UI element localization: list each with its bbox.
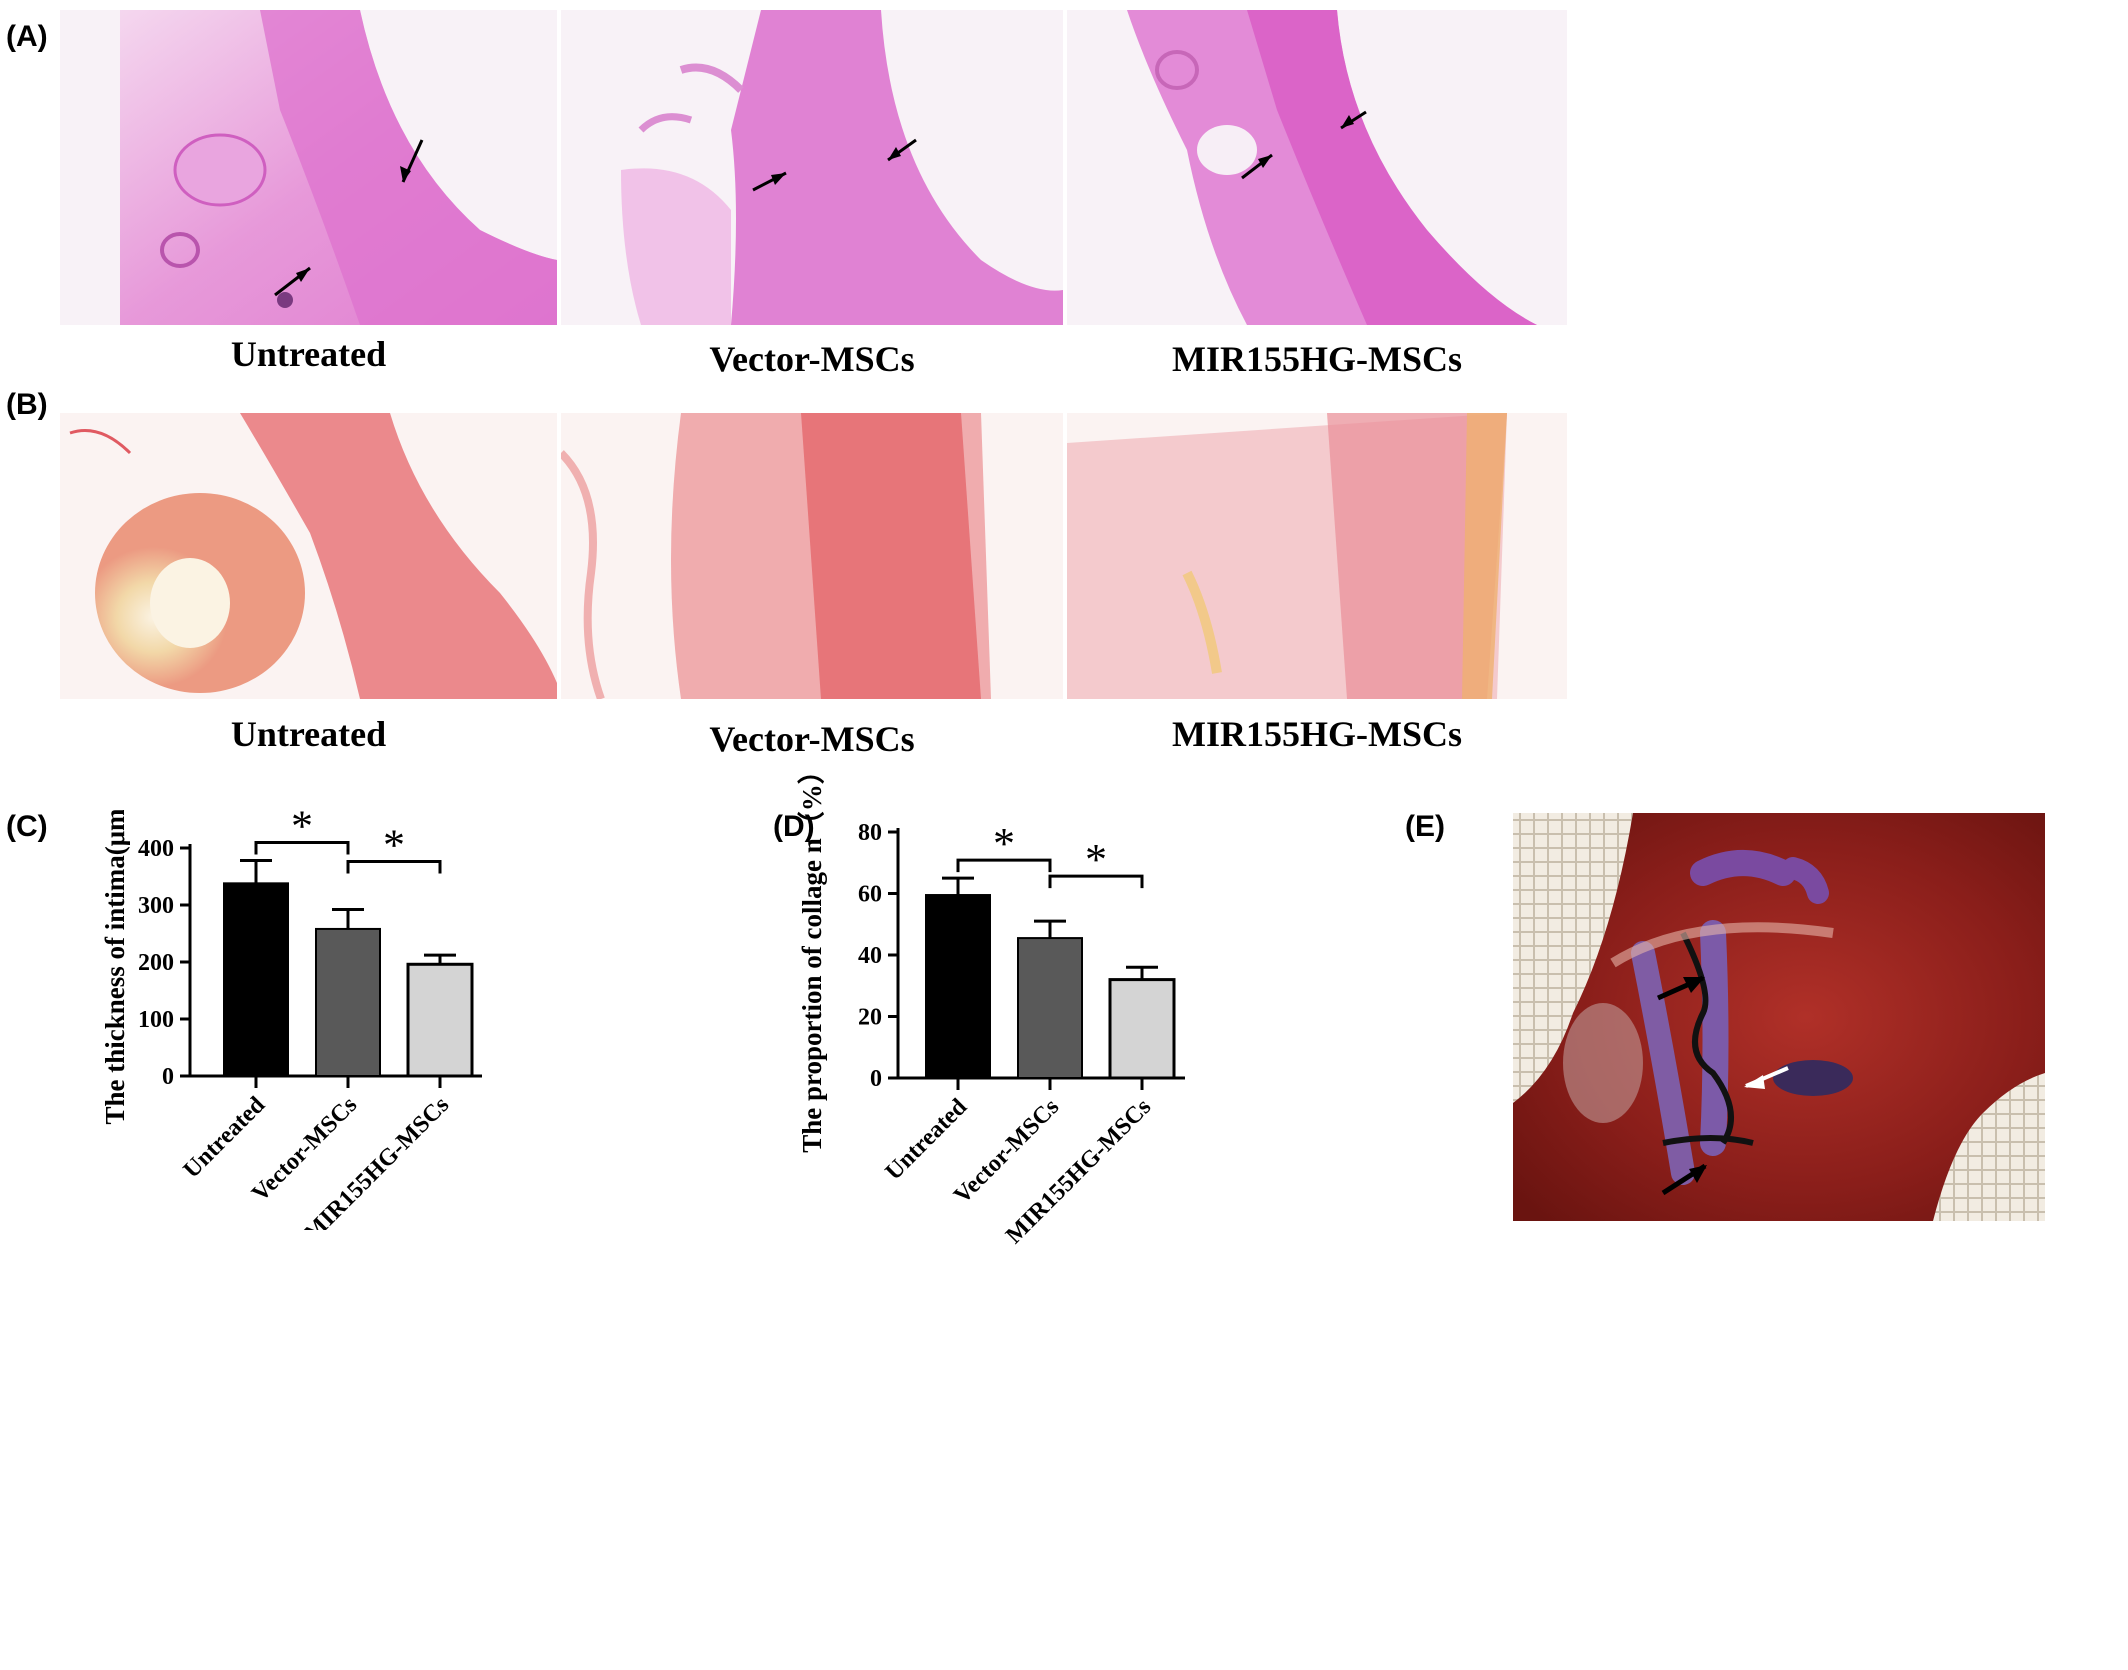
panel-label-a: (A) [6,20,48,53]
sirius-micrograph-vector-mscs [561,413,1063,699]
significance-star: * [993,819,1015,868]
bar-chart-collagen-proportion: 0 20 40 60 80 The proportion of collage n（%） U… [797,757,1185,1249]
y-tick-label: 400 [138,836,174,862]
caption-a-vector-mscs: Vector-MSCs [709,339,915,379]
significance-bracket [346,860,442,874]
bar-mir155hg-mscs [406,962,474,1078]
caption-b-mir155hg-mscs: MIR155HG-MSCs [1172,714,1462,754]
caption-b-untreated: Untreated [230,714,387,754]
y-tick-label: 60 [858,882,882,908]
bar-vector-mscs [315,927,381,1077]
y-axis-label: The proportion of collage n（%） [797,757,827,1153]
bar-untreated [925,894,991,1079]
he-micrograph-vector-mscs [561,10,1063,325]
y-tick-label: 200 [138,950,174,976]
panel-label-e: (E) [1405,810,1445,843]
panel-label-b: (B) [6,388,48,421]
sirius-micrograph-mir155hg-mscs [1067,413,1567,699]
surgical-photo [1513,813,2045,1221]
significance-bracket [254,841,350,855]
significance-bracket [956,858,1052,873]
x-tick-label: Untreated [881,1093,973,1185]
y-tick-label: 40 [858,943,882,969]
x-tick-label: Untreated [179,1091,271,1183]
bar-chart-intima-thickness: 0 100 200 300 400 The thickness of intima(μm)… [100,810,482,1230]
significance-star: * [383,821,405,870]
significance-star: * [291,810,313,851]
y-tick-label: 0 [870,1066,882,1092]
significance-bracket [1048,874,1144,889]
he-micrograph-untreated [60,10,557,325]
caption-a-mir155hg-mscs: MIR155HG-MSCs [1172,339,1462,379]
bar-untreated [223,882,289,1077]
bar-vector-mscs [1017,937,1083,1079]
y-tick-label: 100 [138,1007,174,1033]
y-tick-label: 300 [138,893,174,919]
caption-a-untreated: Untreated [230,334,387,374]
sirius-micrograph-untreated [60,413,557,699]
caption-b-vector-mscs: Vector-MSCs [709,719,915,759]
y-tick-label: 80 [858,820,882,846]
y-axis-label: The thickness of intima(μm) [100,810,130,1125]
bar-mir155hg-mscs [1108,978,1176,1080]
y-tick-label: 20 [858,1005,882,1031]
panel-label-d: (D) [773,810,815,843]
significance-star: * [1085,835,1107,884]
panel-label-c: (C) [6,810,48,843]
he-micrograph-mir155hg-mscs [1067,10,1567,325]
y-tick-label: 0 [162,1064,174,1090]
